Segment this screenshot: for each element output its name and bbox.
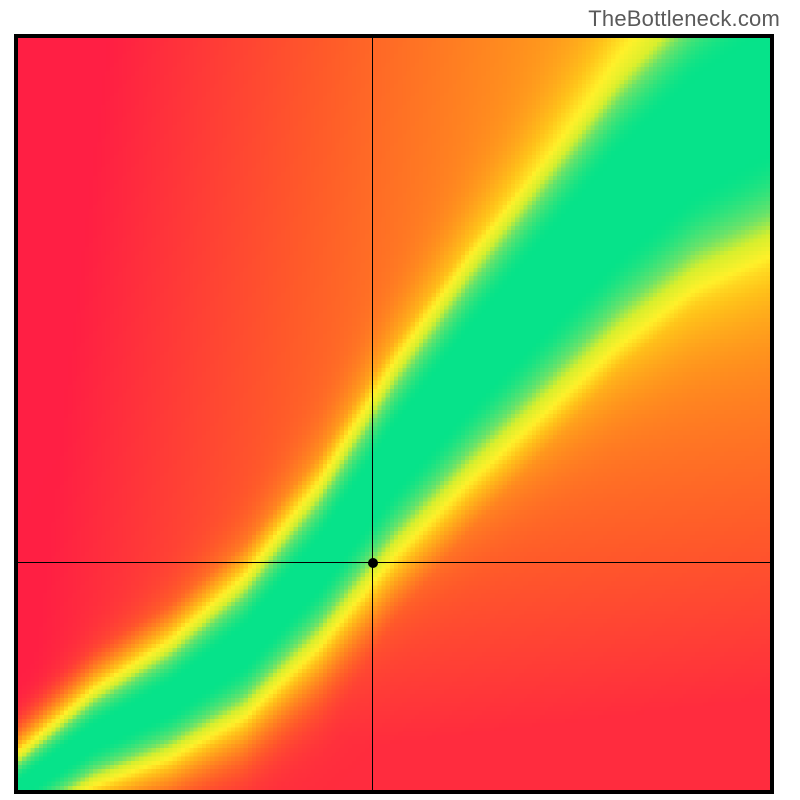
watermark-text: TheBottleneck.com — [588, 6, 780, 32]
plot-frame — [14, 34, 774, 794]
marker-dot — [368, 558, 378, 568]
heatmap-canvas — [18, 38, 770, 790]
chart-container: TheBottleneck.com — [0, 0, 800, 800]
crosshair-horizontal — [18, 562, 770, 563]
crosshair-vertical — [372, 38, 373, 790]
